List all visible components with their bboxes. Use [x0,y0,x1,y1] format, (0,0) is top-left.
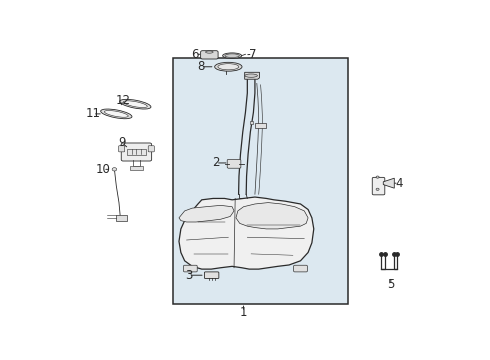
Ellipse shape [245,74,257,77]
Bar [249,121,253,123]
Text: 5: 5 [387,278,394,291]
Ellipse shape [100,109,132,119]
Ellipse shape [123,101,147,108]
Bar [255,123,266,128]
FancyBboxPatch shape [204,272,219,279]
FancyBboxPatch shape [227,159,241,168]
FancyBboxPatch shape [184,265,197,272]
Text: 12: 12 [116,94,131,107]
Text: 4: 4 [395,177,403,190]
Ellipse shape [215,62,242,71]
Circle shape [376,176,379,178]
Text: 3: 3 [185,269,192,282]
Ellipse shape [104,111,128,117]
Bar [127,149,146,156]
Text: 1: 1 [240,306,247,319]
Ellipse shape [218,64,239,70]
Ellipse shape [222,53,242,58]
Text: 6: 6 [192,48,199,61]
FancyBboxPatch shape [121,143,151,161]
Polygon shape [383,178,394,188]
Ellipse shape [206,51,213,53]
Circle shape [376,188,379,190]
Polygon shape [236,203,308,229]
FancyBboxPatch shape [148,146,154,152]
Polygon shape [245,72,260,79]
Bar [116,215,127,221]
Text: 9: 9 [118,136,126,149]
Text: 2: 2 [212,157,220,170]
Bar [129,166,143,170]
Text: 7: 7 [249,48,256,61]
Ellipse shape [120,99,151,109]
Ellipse shape [225,54,239,58]
FancyBboxPatch shape [200,51,218,59]
Text: 11: 11 [85,107,100,120]
Bar [173,58,348,304]
FancyBboxPatch shape [372,177,385,195]
Text: 8: 8 [197,60,205,73]
FancyBboxPatch shape [294,265,307,272]
Circle shape [112,168,117,171]
Polygon shape [179,197,314,269]
Polygon shape [179,205,234,222]
Text: 10: 10 [96,163,110,176]
FancyBboxPatch shape [119,146,124,152]
